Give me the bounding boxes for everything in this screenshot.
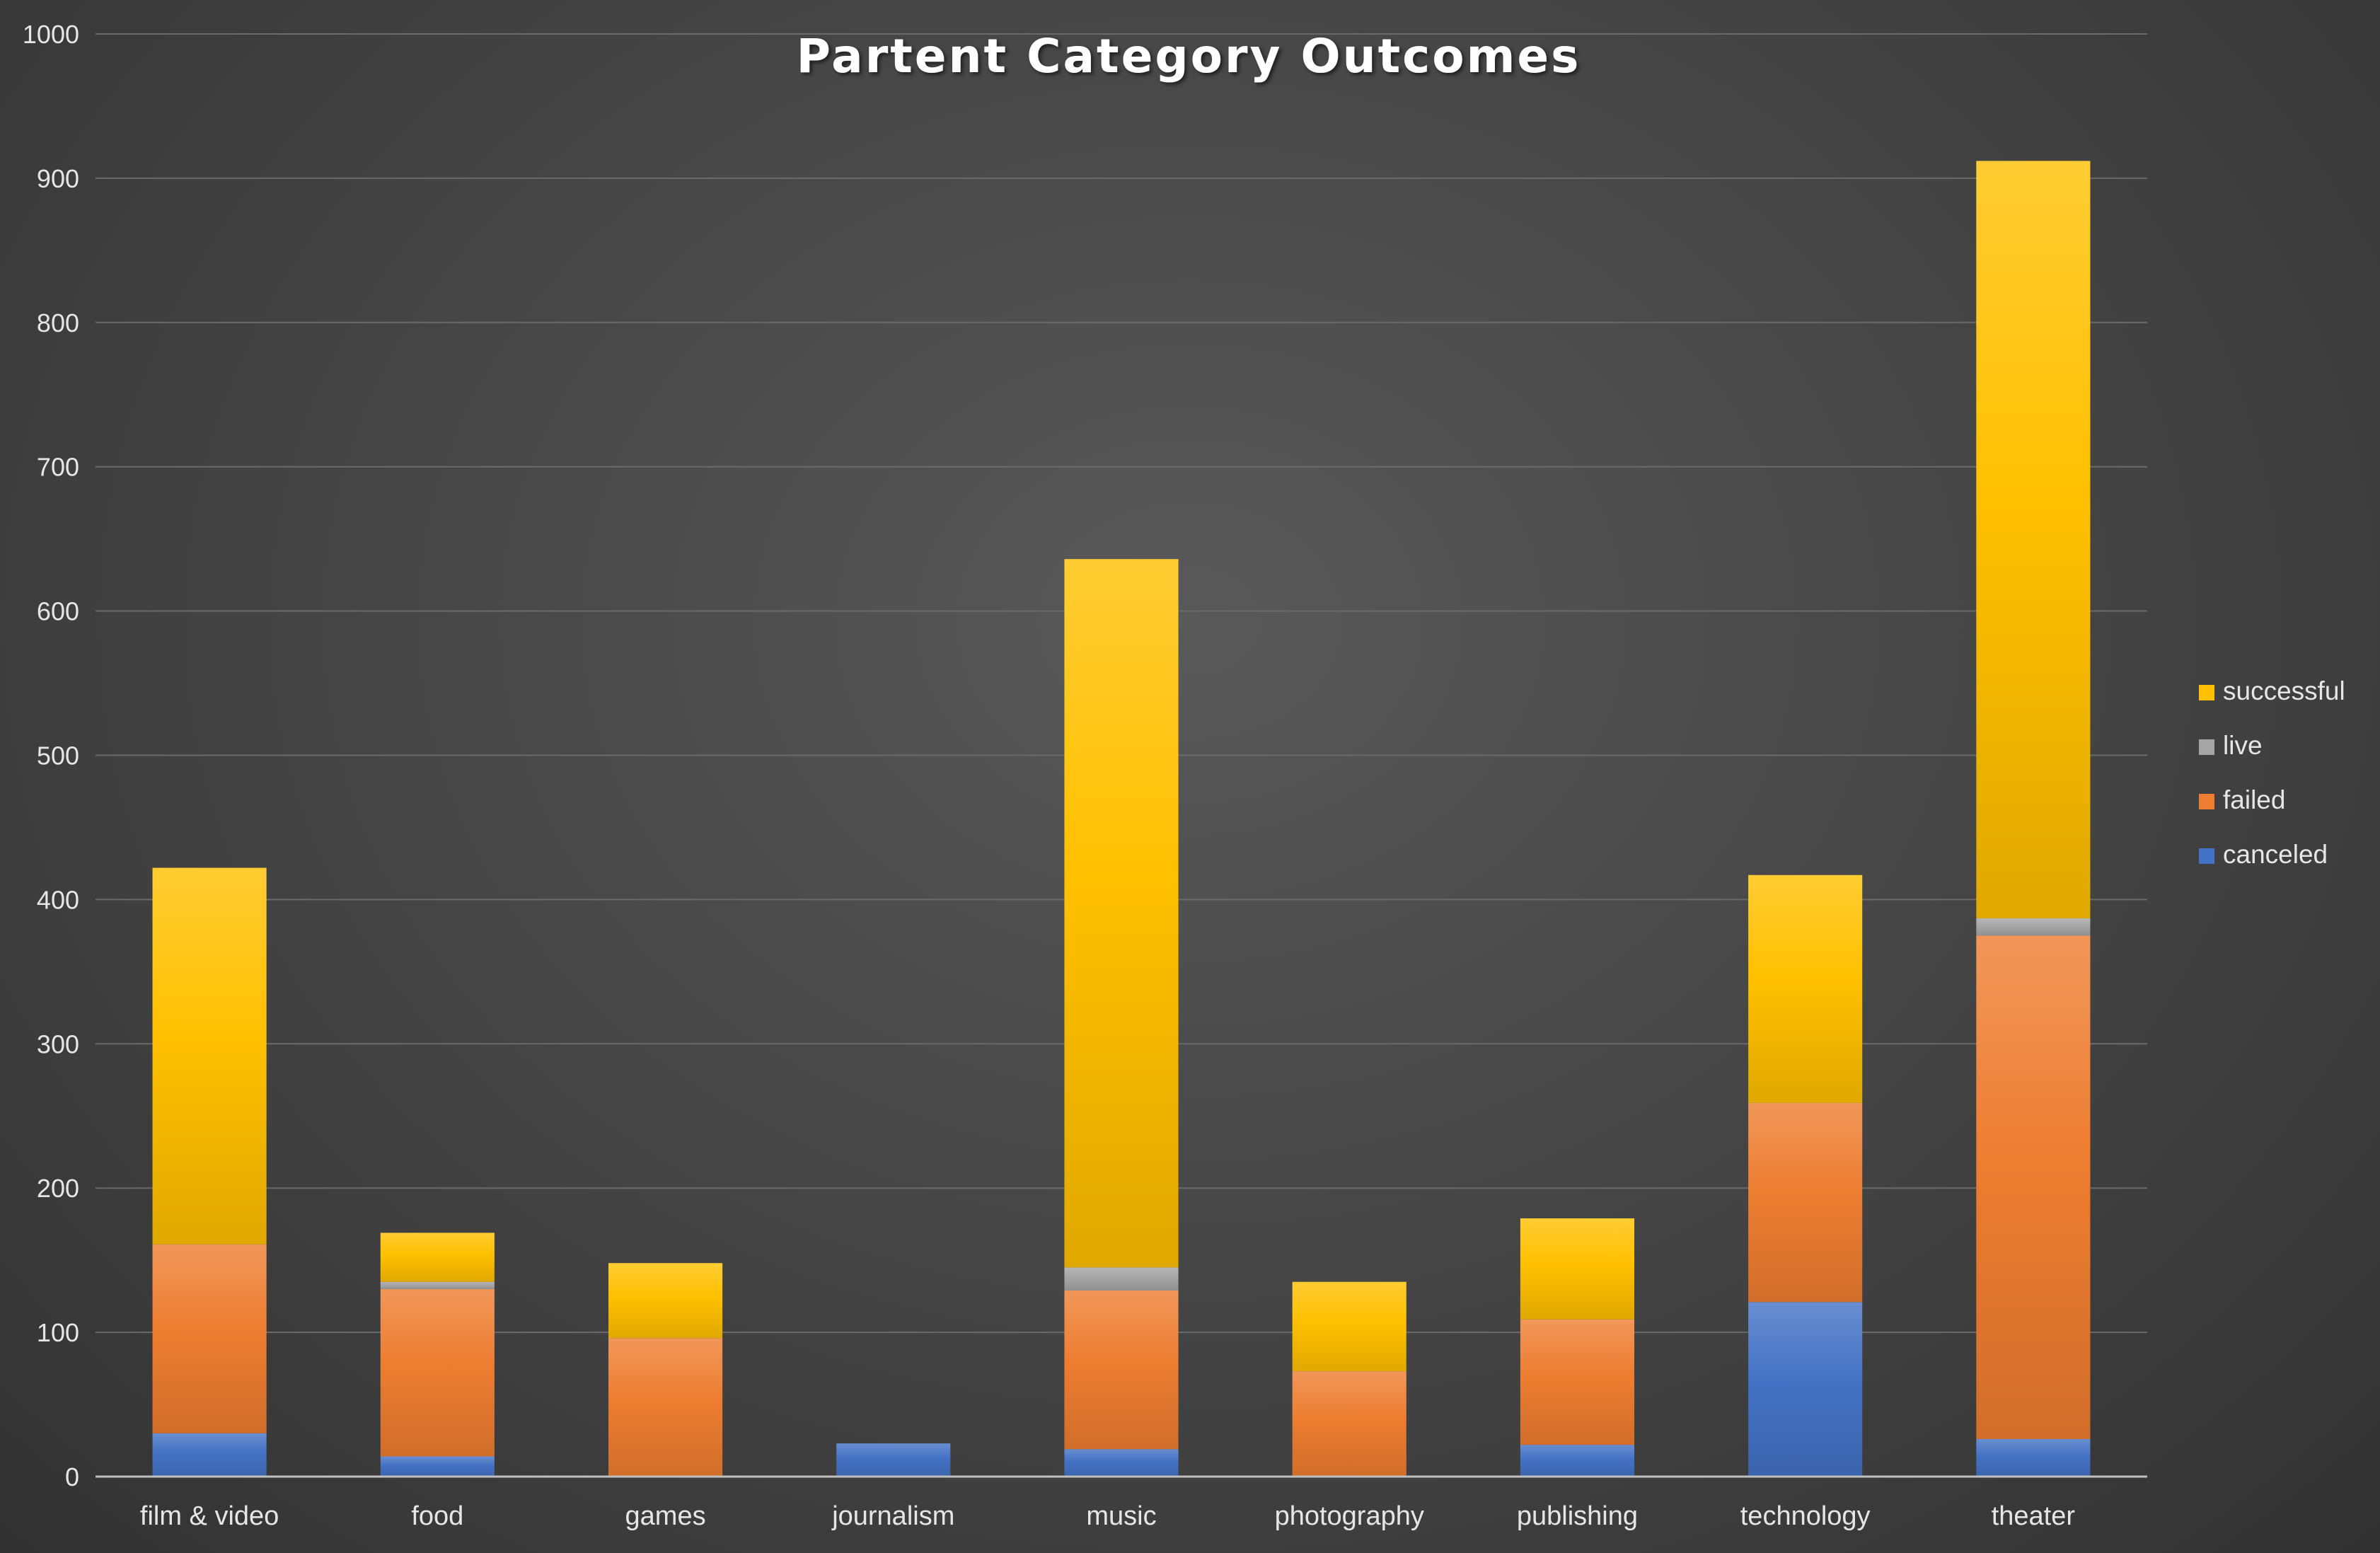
- bar-successful-2: [608, 1263, 723, 1339]
- bar-canceled-6: [1520, 1445, 1634, 1477]
- legend-swatch-failed: [2199, 794, 2214, 809]
- bar-failed-0: [152, 1244, 267, 1433]
- bar-failed-4: [1064, 1290, 1179, 1450]
- bar-canceled-0: [152, 1433, 267, 1477]
- bar-successful-0: [152, 867, 267, 1245]
- bar-live-1: [380, 1281, 495, 1289]
- legend-label-failed: failed: [2223, 785, 2285, 814]
- legend-swatch-live: [2199, 739, 2214, 755]
- y-tick-label: 1000: [23, 20, 79, 49]
- bar-failed-2: [608, 1338, 723, 1477]
- x-category-label: publishing: [1517, 1501, 1638, 1531]
- x-category-label: film & video: [140, 1501, 279, 1531]
- bar-successful-6: [1520, 1218, 1634, 1320]
- legend-label-canceled: canceled: [2223, 840, 2328, 869]
- bar-canceled-1: [380, 1456, 495, 1477]
- y-axis-ticks: 0 100 200 300 400 500 600 700 800 900 1000: [23, 20, 79, 1491]
- x-category-label: games: [625, 1501, 706, 1531]
- bar-failed-8: [1976, 935, 2091, 1439]
- bar-canceled-3: [836, 1443, 951, 1477]
- y-tick-label: 200: [37, 1174, 79, 1203]
- x-axis-categories: film & video food games journalism music phot…: [140, 1501, 2075, 1531]
- bar-failed-1: [380, 1288, 495, 1457]
- y-tick-label: 500: [37, 741, 79, 770]
- legend-swatch-canceled: [2199, 848, 2214, 864]
- legend: successful live failed canceled: [2199, 676, 2345, 869]
- x-category-label: technology: [1740, 1501, 1871, 1531]
- bar-canceled-8: [1976, 1438, 2091, 1477]
- chart-title: Partent Category Outcomes: [797, 29, 1581, 83]
- legend-label-successful: successful: [2223, 676, 2345, 705]
- y-tick-label: 700: [37, 453, 79, 482]
- y-tick-label: 800: [37, 308, 79, 337]
- bar-successful-7: [1748, 874, 1863, 1103]
- x-category-label: theater: [1992, 1501, 2076, 1531]
- bar-successful-8: [1976, 161, 2091, 918]
- bars: [152, 161, 2091, 1477]
- x-category-label: music: [1086, 1501, 1156, 1531]
- legend-label-live: live: [2223, 731, 2263, 760]
- bar-failed-6: [1520, 1319, 1634, 1445]
- bar-successful-5: [1292, 1281, 1406, 1372]
- bar-canceled-4: [1064, 1449, 1179, 1477]
- x-category-label: food: [411, 1501, 463, 1531]
- bar-failed-5: [1292, 1371, 1406, 1477]
- bar-failed-7: [1748, 1102, 1863, 1303]
- y-tick-label: 400: [37, 885, 79, 914]
- y-tick-label: 600: [37, 597, 79, 626]
- y-tick-label: 900: [37, 164, 79, 193]
- bar-canceled-7: [1748, 1302, 1863, 1477]
- bar-live-8: [1976, 918, 2091, 936]
- y-tick-label: 100: [37, 1318, 79, 1347]
- y-tick-label: 0: [65, 1462, 79, 1491]
- bar-live-4: [1064, 1267, 1179, 1291]
- legend-swatch-successful: [2199, 685, 2214, 700]
- bar-successful-1: [380, 1232, 495, 1282]
- y-tick-label: 300: [37, 1029, 79, 1058]
- x-category-label: journalism: [831, 1501, 954, 1531]
- bar-successful-4: [1064, 559, 1179, 1268]
- x-category-label: photography: [1275, 1501, 1424, 1531]
